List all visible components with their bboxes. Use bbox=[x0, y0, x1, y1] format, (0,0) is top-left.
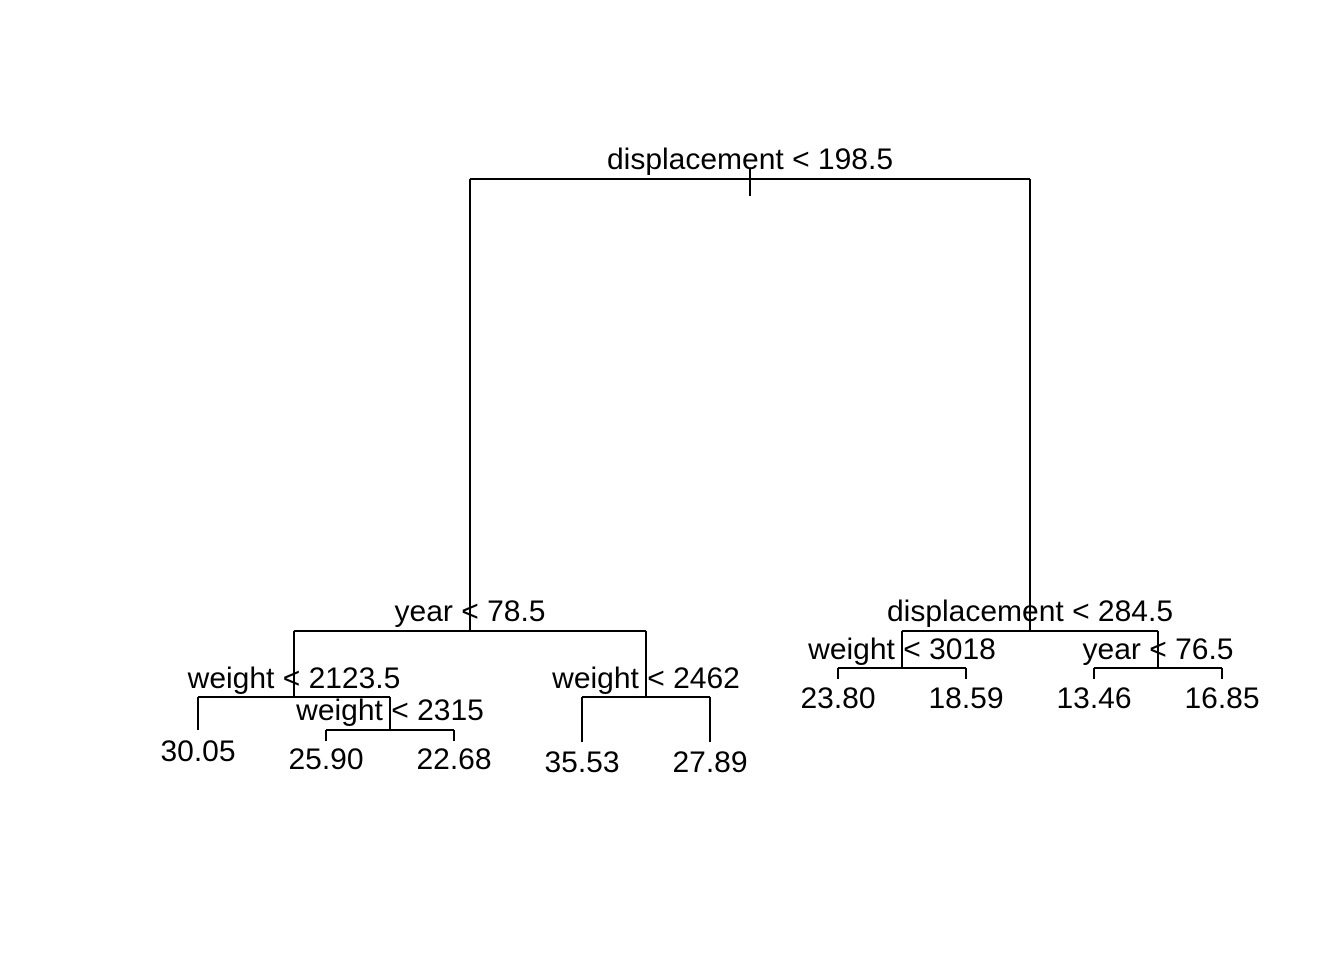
leaf-value: 35.53 bbox=[544, 746, 619, 779]
split-label-weight-2462: weight < 2462 bbox=[551, 662, 740, 695]
leaf-value: 16.85 bbox=[1184, 682, 1259, 715]
leaf-value: 13.46 bbox=[1056, 682, 1131, 715]
split-label-weight-2123-5: weight < 2123.5 bbox=[187, 662, 401, 695]
split-label-year-76-5: year < 76.5 bbox=[1083, 633, 1234, 666]
leaf-value: 27.89 bbox=[672, 746, 747, 779]
leaf-value: 23.80 bbox=[800, 682, 875, 715]
leaf-value: 25.90 bbox=[288, 743, 363, 776]
leaf-value: 22.68 bbox=[416, 743, 491, 776]
leaf-value: 18.59 bbox=[928, 682, 1003, 715]
split-label-root: displacement < 198.5 bbox=[607, 143, 893, 176]
split-label-year-78-5: year < 78.5 bbox=[395, 595, 546, 628]
leaf-value: 30.05 bbox=[160, 735, 235, 768]
split-label-displacement-284-5: displacement < 284.5 bbox=[887, 595, 1173, 628]
split-label-weight-3018: weight < 3018 bbox=[807, 633, 996, 666]
split-label-weight-2315: weight < 2315 bbox=[295, 694, 484, 727]
